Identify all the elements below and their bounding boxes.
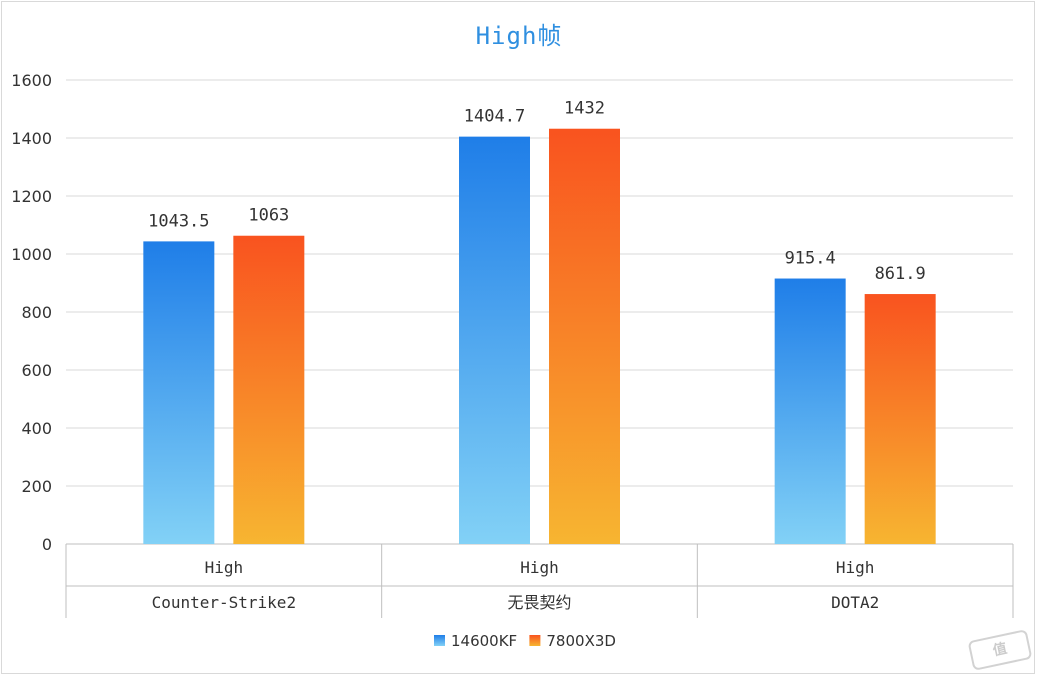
legend-label: 7800X3D (546, 632, 616, 650)
bar-7800X3D-0 (233, 235, 305, 545)
y-tick-label: 600 (21, 361, 52, 380)
bar-14600KF-0 (143, 241, 215, 544)
y-tick-label: 0 (42, 535, 52, 554)
bar-14600KF-2 (774, 278, 846, 544)
y-tick-label: 1200 (11, 187, 52, 206)
x-tick-label-game: DOTA2 (831, 593, 879, 612)
y-tick-label: 400 (21, 419, 52, 438)
x-tick-label-game: 无畏契约 (507, 593, 571, 612)
data-label: 1063 (248, 206, 289, 226)
data-label: 915.4 (785, 249, 836, 269)
data-label: 1432 (564, 99, 605, 119)
x-tick-label-setting: High (205, 558, 244, 577)
watermark-glyph: 值 (991, 640, 1009, 660)
bar-7800X3D-2 (864, 294, 936, 544)
y-tick-label: 200 (21, 477, 52, 496)
y-tick-label: 1400 (11, 129, 52, 148)
data-label: 861.9 (875, 264, 926, 284)
y-tick-label: 1000 (11, 245, 52, 264)
y-tick-label: 800 (21, 303, 52, 322)
data-label: 1404.7 (464, 107, 525, 127)
bar-14600KF-1 (459, 136, 530, 544)
legend-swatch (529, 635, 541, 646)
x-tick-label-setting: High (520, 558, 559, 577)
x-tick-label-game: Counter-Strike2 (152, 593, 297, 612)
data-label: 1043.5 (148, 211, 209, 231)
bar-7800X3D-1 (549, 128, 620, 544)
legend-label: 14600KF (451, 632, 517, 650)
y-tick-label: 1600 (11, 71, 52, 90)
x-tick-label-setting: High (836, 558, 875, 577)
legend-swatch (434, 635, 445, 646)
chart-title: High帧 (475, 22, 563, 50)
